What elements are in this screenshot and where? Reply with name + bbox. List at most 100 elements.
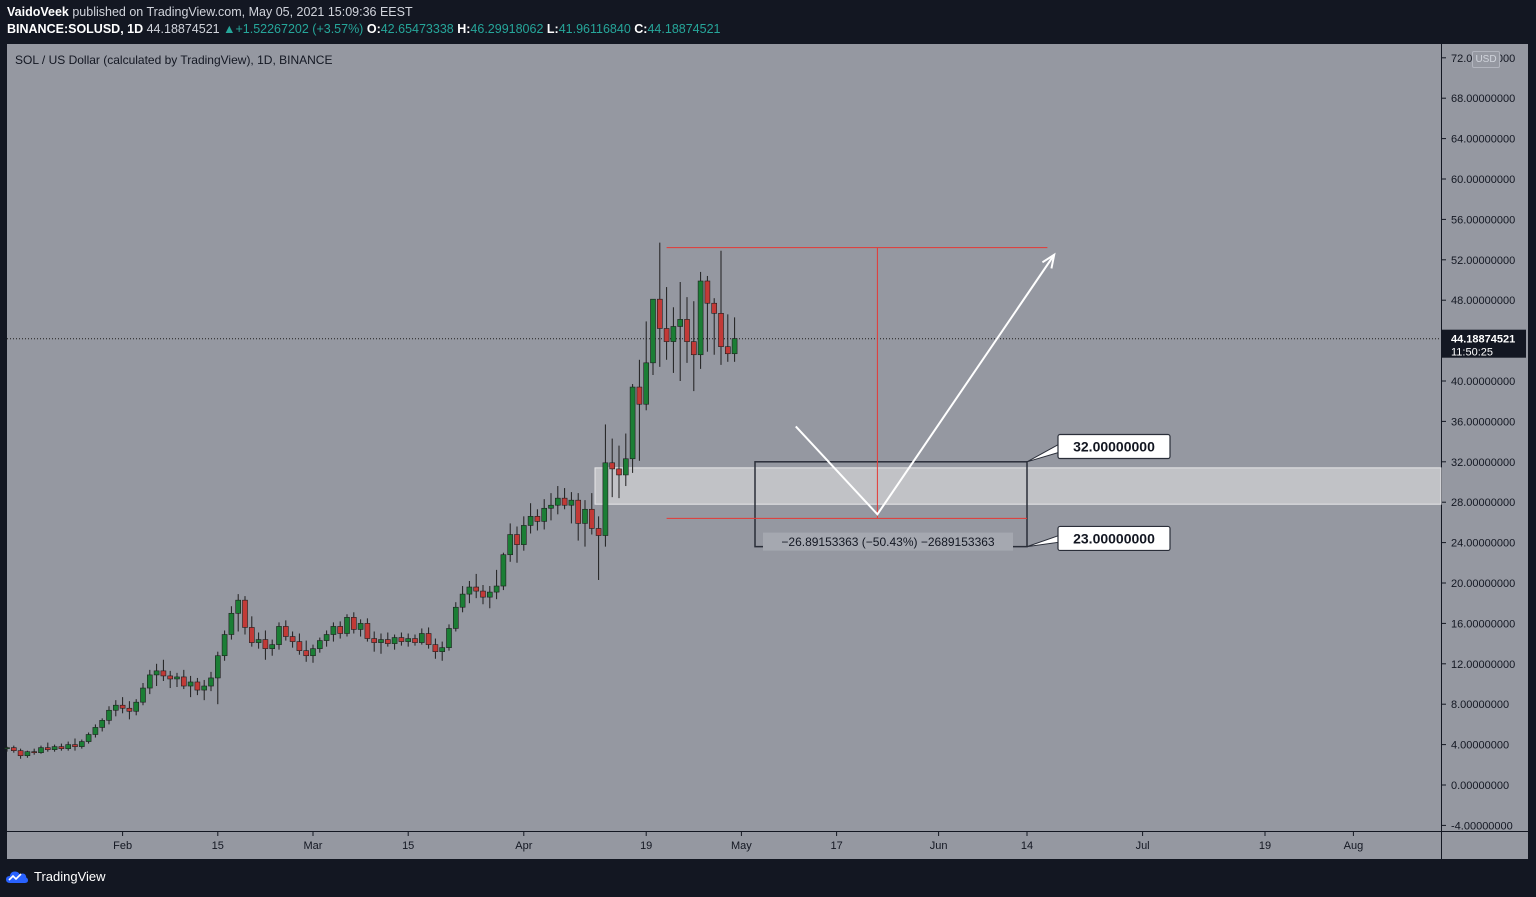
candle[interactable] bbox=[221, 630, 228, 661]
candle[interactable] bbox=[303, 640, 310, 662]
candle[interactable] bbox=[718, 250, 724, 365]
symbol-label[interactable]: BINANCE:SOLUSD, 1D bbox=[7, 22, 144, 36]
candle[interactable] bbox=[391, 634, 398, 650]
candle[interactable] bbox=[412, 634, 418, 646]
candle[interactable] bbox=[276, 622, 282, 650]
candle[interactable] bbox=[79, 739, 85, 749]
candle[interactable] bbox=[629, 384, 636, 473]
candle[interactable] bbox=[650, 298, 656, 375]
candle[interactable] bbox=[296, 633, 303, 655]
tradingview-logo[interactable]: TradingView bbox=[6, 869, 106, 884]
candle[interactable] bbox=[147, 669, 153, 695]
candle[interactable] bbox=[514, 526, 520, 563]
candle[interactable] bbox=[24, 750, 31, 758]
candle[interactable] bbox=[568, 492, 575, 524]
candle[interactable] bbox=[140, 682, 146, 706]
candle[interactable] bbox=[466, 580, 473, 604]
candle[interactable] bbox=[323, 630, 330, 647]
candle[interactable] bbox=[731, 317, 738, 362]
candle[interactable] bbox=[432, 638, 439, 659]
candle[interactable] bbox=[181, 669, 187, 690]
candle[interactable] bbox=[711, 298, 718, 355]
candle[interactable] bbox=[561, 488, 568, 510]
candle[interactable] bbox=[616, 445, 622, 499]
candle[interactable] bbox=[58, 743, 65, 751]
candle[interactable] bbox=[500, 552, 507, 591]
candle[interactable] bbox=[337, 621, 344, 639]
candle[interactable] bbox=[194, 677, 201, 696]
candle[interactable] bbox=[486, 586, 493, 609]
projection-path[interactable] bbox=[795, 254, 1056, 516]
candle[interactable] bbox=[92, 724, 99, 738]
candle[interactable] bbox=[344, 614, 350, 637]
candle[interactable] bbox=[133, 699, 139, 716]
candle[interactable] bbox=[38, 745, 44, 754]
candle[interactable] bbox=[670, 307, 677, 373]
candle[interactable] bbox=[371, 631, 378, 652]
candle[interactable] bbox=[269, 639, 276, 656]
candle[interactable] bbox=[99, 718, 105, 732]
candle[interactable] bbox=[622, 433, 629, 487]
candle[interactable] bbox=[235, 594, 241, 632]
candle[interactable] bbox=[520, 516, 527, 551]
candle[interactable] bbox=[187, 675, 194, 698]
candle[interactable] bbox=[160, 659, 167, 681]
candle[interactable] bbox=[119, 697, 126, 714]
candle[interactable] bbox=[405, 633, 412, 647]
candle[interactable] bbox=[31, 748, 38, 755]
candle[interactable] bbox=[174, 672, 180, 688]
candle[interactable] bbox=[153, 663, 160, 687]
candle[interactable] bbox=[201, 679, 207, 701]
candle[interactable] bbox=[126, 701, 133, 720]
candle[interactable] bbox=[473, 573, 480, 599]
currency-badge[interactable]: USD bbox=[1472, 51, 1500, 68]
candle[interactable] bbox=[697, 271, 704, 369]
candle[interactable] bbox=[439, 641, 446, 661]
candle[interactable] bbox=[357, 619, 364, 637]
candle[interactable] bbox=[51, 744, 58, 752]
candle[interactable] bbox=[684, 297, 690, 363]
candle[interactable] bbox=[310, 644, 316, 663]
candle[interactable] bbox=[663, 287, 670, 360]
candle[interactable] bbox=[636, 359, 643, 461]
candle[interactable] bbox=[364, 618, 371, 642]
candle[interactable] bbox=[249, 616, 255, 647]
candle[interactable] bbox=[704, 275, 711, 352]
candle[interactable] bbox=[72, 738, 78, 751]
candle[interactable] bbox=[113, 700, 119, 717]
candle[interactable] bbox=[289, 631, 296, 648]
candle[interactable] bbox=[548, 493, 554, 521]
candle[interactable] bbox=[282, 620, 289, 641]
candle[interactable] bbox=[208, 671, 214, 692]
candle[interactable] bbox=[724, 314, 731, 362]
candle[interactable] bbox=[656, 242, 663, 367]
candle[interactable] bbox=[425, 627, 432, 649]
candle[interactable] bbox=[452, 602, 459, 632]
candle[interactable] bbox=[255, 632, 262, 649]
candle[interactable] bbox=[534, 509, 541, 531]
candle[interactable] bbox=[595, 516, 602, 580]
candle[interactable] bbox=[493, 569, 500, 600]
candle[interactable] bbox=[106, 706, 112, 725]
candle[interactable] bbox=[446, 624, 452, 651]
candle[interactable] bbox=[554, 486, 561, 515]
candle[interactable] bbox=[575, 493, 582, 541]
candle[interactable] bbox=[459, 586, 466, 613]
candle[interactable] bbox=[527, 503, 534, 534]
callout-low[interactable]: 23.00000000 bbox=[1026, 525, 1171, 552]
candle[interactable] bbox=[262, 630, 269, 660]
candle[interactable] bbox=[350, 612, 357, 634]
candle[interactable] bbox=[602, 424, 609, 547]
candle[interactable] bbox=[384, 632, 391, 647]
candle[interactable] bbox=[690, 301, 697, 392]
candle[interactable] bbox=[480, 585, 486, 605]
candle[interactable] bbox=[228, 606, 235, 640]
candle[interactable] bbox=[582, 500, 588, 547]
candle[interactable] bbox=[330, 622, 337, 642]
candle[interactable] bbox=[418, 628, 425, 645]
candle[interactable] bbox=[507, 523, 514, 562]
candle[interactable] bbox=[215, 651, 221, 705]
candle[interactable] bbox=[316, 637, 323, 653]
time-axis[interactable] bbox=[7, 832, 1441, 859]
